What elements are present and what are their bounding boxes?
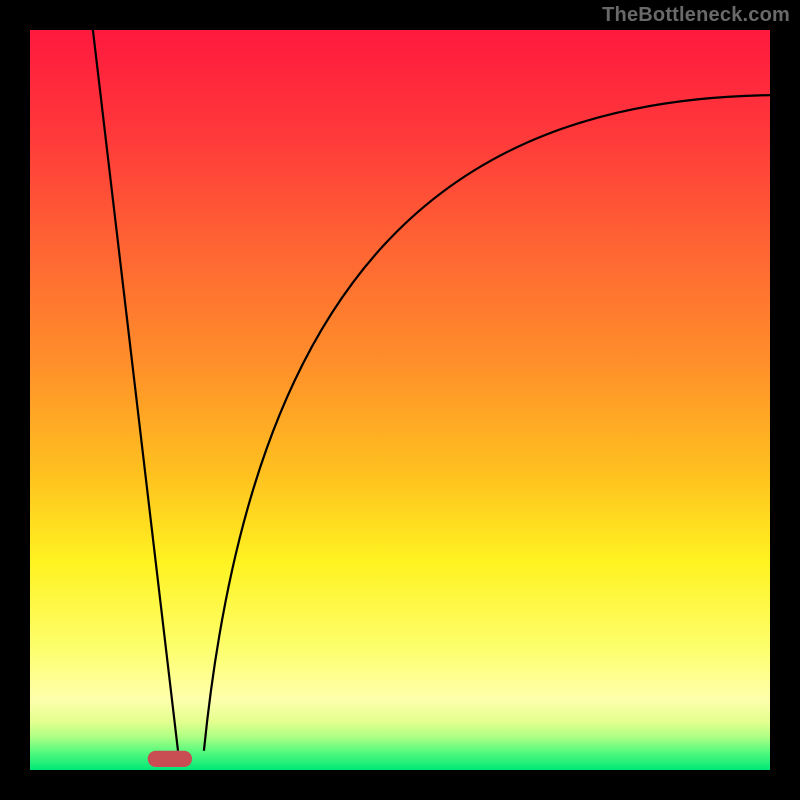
chart-background [30,30,770,770]
optimum-marker [148,751,192,767]
bottleneck-chart [0,0,800,800]
watermark-text: TheBottleneck.com [602,4,790,27]
